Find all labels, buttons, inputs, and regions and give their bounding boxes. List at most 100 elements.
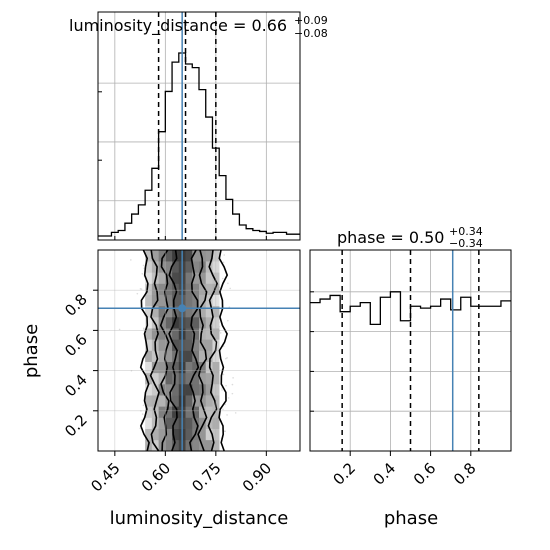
density-contour [139, 250, 150, 451]
density-cell [158, 305, 166, 318]
density-cell [205, 439, 213, 451]
scatter-point [224, 430, 226, 432]
density-cell [145, 339, 153, 351]
phase-title-upper: +0.34 [449, 225, 483, 238]
density-cell [172, 361, 180, 374]
luminosity-distance-histogram-ticks [98, 91, 267, 240]
scatter-point [221, 277, 224, 280]
density-cell [172, 317, 180, 329]
density-cell [145, 361, 153, 374]
density-cell [151, 350, 159, 362]
phase-histogram-panel: 0.2 0.4 0.6 0.8 phase = 0.50 +0.34 −0.34 ph… [309, 225, 512, 529]
density-cell [158, 417, 166, 429]
density-cell [158, 250, 166, 262]
ph-x-tick-label: 0.8 [450, 459, 480, 489]
density-cell [185, 261, 193, 273]
scatter-point [118, 328, 121, 331]
phase-quantile-lines [341, 250, 480, 451]
luminosity-distance-histogram-panel: luminosity_distance = 0.66 +0.09 −0.08 [69, 11, 328, 241]
density-cell [205, 428, 213, 441]
density-cell [185, 294, 193, 307]
d2-y-tick-label: 0.6 [61, 331, 91, 361]
x-axis-label-phase: phase [384, 508, 438, 529]
density-2d-plot-area [98, 250, 300, 451]
density-cell [172, 406, 180, 418]
luminosity-distance-histogram-grid [98, 12, 300, 240]
density-cell [199, 305, 207, 318]
density-contour [189, 250, 200, 451]
density-cell [151, 305, 159, 318]
scatter-point [143, 328, 145, 331]
density-cell [158, 328, 166, 340]
scatter-point [225, 357, 227, 360]
density-cell [145, 428, 153, 441]
scatter-point [139, 427, 141, 430]
ph-x-tick-label: 0.6 [410, 459, 440, 489]
density-cell [199, 361, 207, 374]
density-cell [172, 261, 180, 273]
density-cell [192, 339, 200, 351]
density-cell [192, 328, 200, 340]
density-cell [185, 305, 193, 318]
d2-y-tick-label: 0.4 [61, 371, 91, 401]
density-cell [165, 350, 173, 362]
scatter-point [226, 414, 228, 416]
density-cell [199, 428, 207, 441]
d2-x-tick-label: 0.90 [239, 459, 275, 495]
density-2d-y-ticks: 0.2 0.4 0.6 0.8 [61, 289, 98, 440]
density-2d-grid [98, 250, 300, 451]
scatter-point [224, 403, 227, 406]
d2-x-tick-label: 0.75 [188, 459, 224, 495]
luminosity-distance-histogram-frame [97, 11, 301, 241]
density-cell [199, 250, 207, 262]
scatter-point [224, 430, 226, 433]
density-cell [145, 272, 153, 284]
density-cell [151, 283, 159, 295]
phase-histogram-ticks: 0.2 0.4 0.6 0.8 [310, 291, 480, 489]
density-cell [165, 372, 173, 385]
density-cell [185, 395, 193, 407]
density-cell [145, 283, 153, 295]
luminosity-distance-histogram-line [98, 52, 300, 237]
density-cell [172, 272, 180, 284]
scatter-point [227, 282, 229, 285]
density-cell [165, 417, 173, 429]
density-cell [151, 294, 159, 307]
density-cell [199, 417, 207, 429]
density-cell [199, 283, 207, 295]
density-cell [185, 317, 193, 329]
scatter-point [231, 383, 234, 386]
density-cell [158, 428, 166, 441]
density-cell [158, 372, 166, 385]
d2-x-tick-label: 0.60 [138, 459, 174, 495]
density-2d-x-ticks: 0.45 0.60 0.75 0.90 [87, 451, 275, 495]
density-cell [205, 372, 213, 385]
density-cell [185, 439, 193, 451]
scatter-point [225, 384, 227, 387]
density-cell [151, 428, 159, 441]
density-cell [205, 250, 213, 262]
density-cell [192, 361, 200, 374]
density-cell [145, 328, 153, 340]
density-cell [151, 372, 159, 385]
density-cell [185, 328, 193, 340]
density-cell [158, 339, 166, 351]
density-cell [199, 272, 207, 284]
density-cell [205, 350, 213, 362]
scatter-point [141, 272, 144, 275]
density-cell [145, 384, 153, 396]
density-cell [192, 317, 200, 329]
luminosity-distance-title-lower: −0.08 [294, 27, 328, 40]
density-cell [192, 294, 200, 307]
scatter-point [222, 261, 225, 264]
density-cell [192, 372, 200, 385]
density-cell [205, 339, 213, 351]
density-cell [205, 272, 213, 284]
density-cell [165, 428, 173, 441]
density-cell [185, 417, 193, 429]
density-cell [205, 305, 213, 318]
density-cell [145, 294, 153, 307]
phase-histogram-frame [309, 249, 512, 452]
density-cell [145, 317, 153, 329]
